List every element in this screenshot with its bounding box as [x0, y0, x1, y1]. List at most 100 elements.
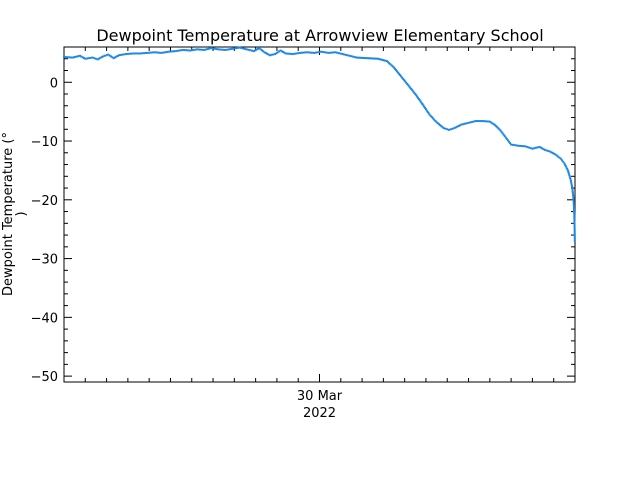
data-point	[397, 71, 400, 74]
data-point	[267, 53, 270, 56]
data-point	[391, 65, 394, 68]
data-point	[155, 51, 158, 54]
data-point	[479, 120, 482, 123]
data-point	[432, 117, 435, 120]
data-point	[174, 50, 177, 53]
data-point	[208, 47, 211, 50]
data-point	[158, 51, 161, 54]
data-point	[573, 210, 576, 213]
data-point	[212, 47, 215, 50]
data-point	[82, 57, 85, 60]
data-point	[573, 224, 576, 227]
data-point	[421, 103, 424, 106]
data-point	[160, 51, 163, 54]
y-tick-label: −30	[31, 253, 58, 268]
data-point	[543, 148, 546, 151]
data-point	[387, 61, 390, 64]
data-point	[573, 208, 576, 211]
data-point	[566, 168, 569, 171]
data-point	[64, 56, 67, 59]
data-point	[377, 57, 380, 60]
data-point	[322, 50, 325, 53]
data-point	[476, 120, 479, 123]
data-point	[402, 77, 405, 80]
data-point	[370, 57, 373, 60]
data-point	[334, 51, 337, 54]
data-point	[266, 52, 269, 55]
data-point	[570, 185, 573, 188]
data-point	[389, 63, 392, 66]
data-point	[444, 127, 447, 130]
data-point	[571, 187, 574, 190]
data-point	[572, 202, 575, 205]
data-point	[240, 47, 243, 50]
data-point	[151, 51, 154, 54]
data-point	[572, 206, 575, 209]
data-point	[498, 128, 501, 131]
data-point	[219, 48, 222, 51]
data-point	[526, 145, 529, 148]
data-point	[424, 106, 427, 109]
data-point	[411, 89, 414, 92]
y-axis-ticks: 0 −10 −20 −30 −40 −50	[31, 76, 575, 385]
data-point	[436, 122, 439, 125]
data-point	[350, 55, 353, 58]
data-point	[69, 56, 72, 59]
data-point	[81, 56, 84, 59]
data-point	[384, 59, 387, 62]
data-point	[254, 49, 257, 52]
data-point	[224, 48, 227, 51]
data-point	[71, 56, 74, 59]
data-point	[103, 54, 106, 57]
data-point	[573, 228, 576, 231]
data-point	[502, 133, 505, 136]
data-point	[126, 52, 129, 55]
data-point	[555, 154, 558, 157]
data-point	[573, 223, 576, 226]
data-point	[449, 128, 452, 131]
data-point	[446, 128, 449, 131]
data-point	[171, 50, 174, 53]
data-point	[423, 105, 426, 108]
data-point	[511, 143, 514, 146]
data-point	[112, 57, 115, 60]
data-point	[412, 90, 415, 93]
data-point	[573, 216, 576, 219]
data-point	[364, 57, 367, 60]
data-point	[108, 54, 111, 57]
data-point	[557, 155, 560, 158]
data-point	[567, 170, 570, 173]
data-point	[188, 49, 191, 52]
data-point	[180, 49, 183, 52]
data-point	[534, 146, 537, 149]
data-point	[483, 120, 486, 123]
data-point	[226, 48, 229, 51]
data-point	[385, 60, 388, 63]
data-point	[573, 239, 576, 242]
data-point	[284, 52, 287, 55]
data-point	[513, 144, 516, 147]
data-point	[428, 113, 431, 116]
data-point	[280, 50, 283, 53]
data-point	[255, 48, 258, 51]
data-point	[505, 137, 508, 140]
data-point	[203, 48, 206, 51]
data-point	[190, 49, 193, 52]
data-point	[242, 47, 245, 50]
data-point	[309, 51, 312, 54]
data-point	[492, 123, 495, 126]
data-point	[176, 49, 179, 52]
data-point	[448, 128, 451, 131]
data-point	[558, 156, 561, 159]
data-point	[573, 220, 576, 223]
data-point	[91, 56, 94, 59]
data-point	[249, 49, 252, 52]
data-point	[407, 84, 410, 87]
minor-ticks	[64, 46, 575, 382]
data-point	[393, 66, 396, 69]
data-point	[372, 57, 375, 60]
data-point	[77, 55, 80, 58]
data-point	[355, 56, 358, 59]
data-point	[571, 188, 574, 191]
data-point	[283, 51, 286, 54]
